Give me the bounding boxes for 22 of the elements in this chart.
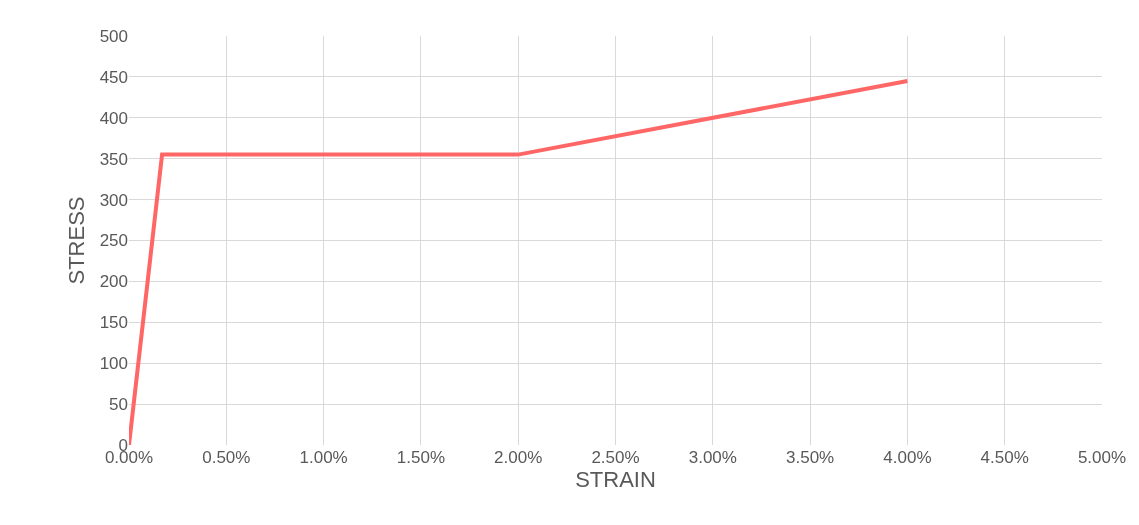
x-tick-label: 1.00% (299, 448, 348, 467)
y-tick-label: 300 (99, 190, 128, 210)
y-tick-label: 500 (99, 26, 128, 46)
x-tick-label: 3.50% (786, 448, 835, 467)
y-tick-label: 250 (99, 231, 128, 251)
x-tick-label: 0.50% (202, 448, 251, 467)
x-axis-title: STRAIN (575, 467, 656, 492)
y-tick-label: 50 (109, 395, 128, 415)
y-tick-label: 450 (99, 67, 128, 87)
y-tick-label: 150 (99, 313, 128, 333)
x-tick-label: 2.50% (591, 448, 640, 467)
x-tick-label: 1.50% (396, 448, 445, 467)
x-tick-label: 4.00% (883, 448, 932, 467)
y-axis-title: STRESS (64, 196, 90, 285)
y-tick-label: 350 (99, 149, 128, 169)
x-tick-label: 3.00% (688, 448, 737, 467)
y-tick-label: 100 (99, 354, 128, 374)
y-tick-label: 400 (99, 108, 128, 128)
x-tick-label: 4.50% (980, 448, 1029, 467)
x-tick-label: 5.00% (1077, 448, 1127, 467)
x-tick-label: 2.00% (494, 448, 543, 467)
y-tick-label: 200 (99, 272, 128, 292)
